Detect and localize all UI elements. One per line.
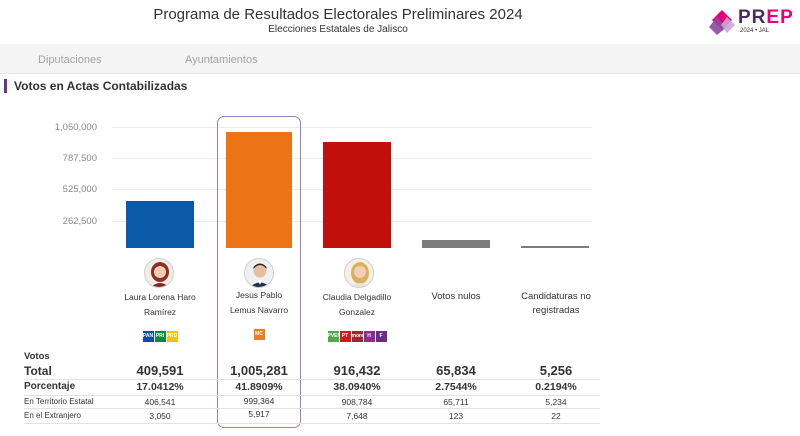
- candidate-name-pablo-lemus: Jesus Pablo Lemus Navarro: [229, 290, 289, 315]
- label-votos-nulos: Votos nulos: [431, 291, 481, 302]
- divider: [24, 408, 600, 409]
- header: Programa de Resultados Electorales Preli…: [0, 0, 800, 44]
- tab-ayuntamientos[interactable]: Ayuntamientos: [185, 54, 258, 66]
- bar-pablo-lemus[interactable]: [226, 132, 292, 248]
- territorio-label: En Territorio Estatal: [24, 397, 94, 406]
- territorio-cell: 908,784: [341, 397, 373, 407]
- party-logo-icon: PVEM: [327, 331, 339, 342]
- bar-votos-nulos[interactable]: [422, 240, 490, 248]
- candidate-name-laura-haro: Laura Lorena Haro Ramírez: [124, 292, 196, 317]
- leading-candidate-highlight: [217, 116, 301, 428]
- party-logos-pablo-lemus: MC: [211, 329, 307, 342]
- territorio-cell: 406,541: [144, 397, 176, 407]
- extranjero-label: En el Extranjero: [24, 411, 81, 420]
- percent-cell: 17.0412%: [136, 381, 184, 393]
- y-tick-label: 525,000: [62, 184, 97, 195]
- prep-logo-icon: [709, 10, 735, 35]
- y-tick-label: 1,050,000: [54, 122, 97, 133]
- gridline: [112, 127, 592, 128]
- party-logo-icon: PT: [339, 331, 351, 342]
- party-logo-icon: PRD: [166, 331, 178, 342]
- party-logo-icon: morena: [351, 331, 363, 342]
- page-subtitle: Elecciones Estatales de Jalisco: [268, 24, 408, 35]
- party-logo-icon: H: [363, 331, 375, 342]
- nav-bar: Diputaciones Ayuntamientos: [0, 44, 800, 74]
- party-logo-icon: MC: [253, 329, 265, 340]
- total-votes-cell: 5,256: [539, 363, 573, 378]
- party-logos-laura-haro: PAN PRI PRD: [112, 331, 208, 344]
- total-votes-cell: 409,591: [136, 363, 184, 378]
- prep-logo-subtitle: 2024 • JAL: [740, 28, 770, 34]
- bar-laura-haro[interactable]: [126, 201, 194, 248]
- party-logo-icon: F: [375, 331, 387, 342]
- extranjero-cell: 3,050: [149, 411, 171, 421]
- total-label: Total: [24, 364, 52, 378]
- y-tick-label: 262,500: [62, 216, 97, 227]
- bar-claudia-delgadillo[interactable]: [323, 142, 391, 248]
- bar-no-registradas[interactable]: [521, 246, 589, 248]
- person-icon: [351, 262, 369, 287]
- extranjero-cell: 5,917: [248, 409, 270, 419]
- territorio-cell: 65,711: [443, 397, 469, 407]
- divider: [24, 395, 600, 396]
- avatar-laura-haro: [144, 258, 174, 288]
- person-icon: [151, 262, 169, 287]
- votos-heading: Votos: [24, 351, 50, 362]
- total-votes-cell: 916,432: [333, 363, 381, 378]
- territorio-cell: 999,364: [243, 396, 275, 406]
- party-logos-claudia-delgadillo: PVEMPTmorenaHF: [309, 331, 405, 344]
- party-logo-icon: PAN: [142, 331, 154, 342]
- territorio-cell: 5,234: [545, 397, 567, 407]
- extranjero-cell: 123: [448, 411, 464, 421]
- extranjero-cell: 7,648: [346, 411, 368, 421]
- total-votes-cell: 1,005,281: [230, 363, 288, 378]
- percent-label: Porcentaje: [24, 381, 76, 392]
- avatar-pablo-lemus: [244, 258, 274, 288]
- percent-cell: 2.7544%: [435, 381, 477, 393]
- y-tick-label: 787,500: [62, 153, 97, 164]
- divider: [24, 423, 600, 424]
- prep-logo-text: PREP: [738, 7, 794, 28]
- page-title: Programa de Resultados Electorales Preli…: [153, 6, 523, 23]
- divider: [24, 379, 600, 380]
- total-votes-cell: 65,834: [436, 363, 476, 378]
- label-no-registradas: Candidaturas no registradas: [521, 291, 591, 316]
- tab-diputaciones[interactable]: Diputaciones: [38, 54, 102, 66]
- percent-cell: 41.8909%: [235, 381, 283, 393]
- candidate-name-claudia-delgadillo: Claudia Delgadillo Gonzalez: [322, 292, 392, 317]
- prep-logo[interactable]: PREP 2024 • JAL: [708, 6, 798, 36]
- party-logo-icon: PRI: [154, 331, 166, 342]
- percent-cell: 38.0940%: [333, 381, 381, 393]
- avatar-claudia-delgadillo: [344, 258, 374, 288]
- extranjero-cell: 22: [551, 411, 561, 421]
- percent-cell: 0.2194%: [535, 381, 577, 393]
- section-title: Votos en Actas Contabilizadas: [4, 79, 187, 93]
